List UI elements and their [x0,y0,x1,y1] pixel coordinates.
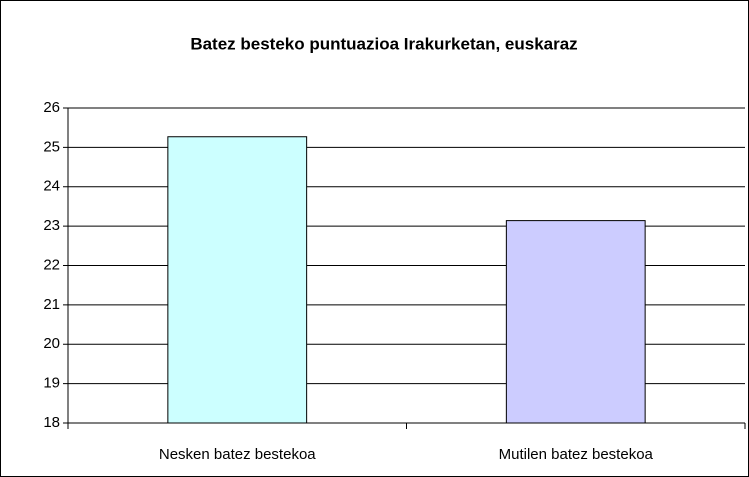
y-tick-label: 22 [43,256,60,273]
y-tick-label: 20 [43,335,60,352]
y-tick-label: 26 [43,99,60,116]
chart-title: Batez besteko puntuazioa Irakurketan, eu… [190,34,577,53]
y-tick-label: 19 [43,375,60,392]
x-tick-label: Mutilen batez bestekoa [499,446,654,463]
bar [167,136,308,424]
y-tick-label: 21 [43,296,60,313]
y-tick-label: 24 [43,178,60,195]
x-tick-label: Nesken batez bestekoa [159,446,316,463]
y-tick-label: 25 [43,138,60,155]
y-tick-label: 18 [43,414,60,431]
bar [505,220,646,424]
y-tick-label: 23 [43,217,60,234]
